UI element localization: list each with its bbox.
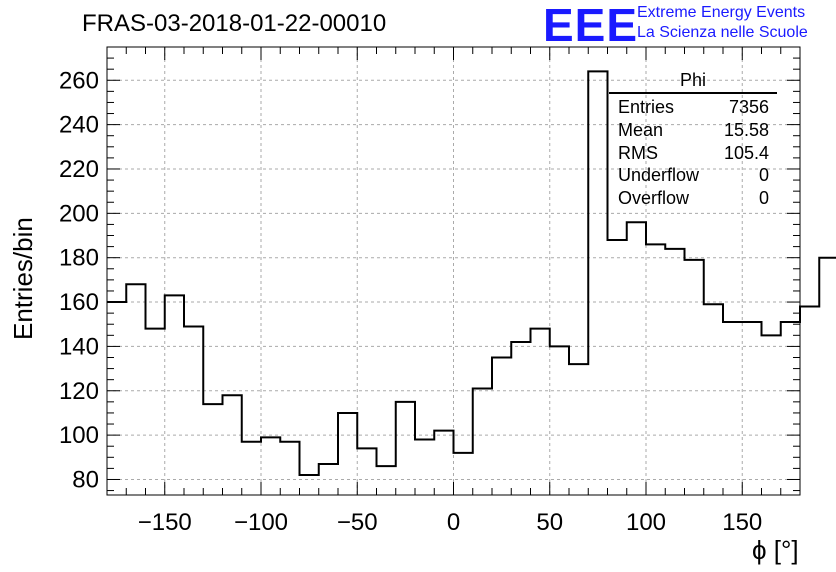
y-tick-label: 180 [59,245,99,272]
stats-value: 0 [758,188,769,209]
x-tick-label: 150 [722,509,762,536]
y-tick-label: 80 [72,466,99,493]
eee-logo-mark: EEE [543,0,639,51]
eee-logo-line1: Extreme Energy Events [637,4,806,21]
x-tick-label: −100 [234,509,288,536]
x-tick-label: −50 [337,509,378,536]
stats-row-overflow: Overflow 0 [609,187,777,210]
y-tick-label: 100 [59,422,99,449]
y-axis-label: Entries/bin [8,217,38,340]
stats-label: Overflow [618,188,690,209]
stats-row-entries: Entries 7356 [609,96,777,119]
histogram-step-line [107,70,836,477]
stats-value: 15.58 [723,119,769,140]
stats-row-rms: RMS 105.4 [609,142,777,165]
chart-title: FRAS-03-2018-01-22-00010 [82,10,387,37]
y-tick-label: 140 [59,333,99,360]
x-tick-label: 100 [626,509,666,536]
y-tick-label: 220 [59,156,99,183]
stats-value: 0 [758,165,769,186]
x-axis-label: ϕ [°] [752,535,799,565]
stats-row-underflow: Underflow 0 [609,164,777,187]
y-tick-label: 160 [59,289,99,316]
stats-box: Phi Entries 7356 Mean 15.58 RMS 105.4 Under… [609,70,777,210]
x-tick-label: −150 [138,509,192,536]
stats-value: 7356 [728,97,769,117]
x-tick-label: 50 [536,509,563,536]
y-tick-label: 120 [59,378,99,405]
stats-box-name: Phi [609,70,777,94]
stats-label: Mean [618,119,664,140]
stats-value: 105.4 [723,142,769,163]
y-tick-label: 260 [59,67,99,94]
y-tick-label: 200 [59,200,99,227]
stats-label: Underflow [618,165,700,186]
x-tick-label: 0 [447,509,460,536]
y-tick-label: 240 [59,112,99,139]
plot-frame [106,46,801,496]
stats-label: Entries [618,97,675,117]
stats-label: RMS [618,142,658,163]
stats-row-mean: Mean 15.58 [609,119,777,142]
eee-logo-line2: La Scienza nelle Scuole [637,24,808,41]
